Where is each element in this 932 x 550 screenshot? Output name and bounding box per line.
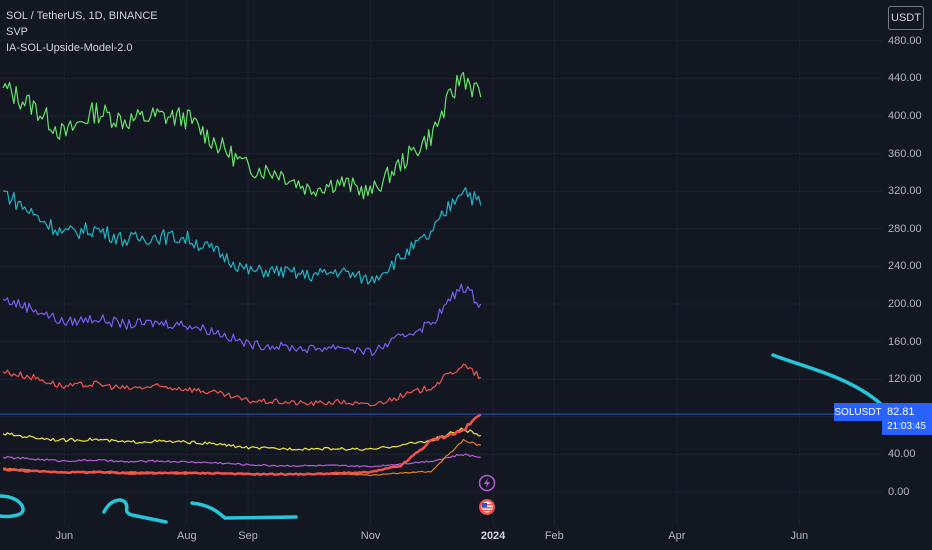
series-line-price: [2, 413, 482, 476]
y-tick-label: 360.00: [888, 147, 922, 160]
last-price-value: 82.81: [887, 406, 915, 418]
drawing-annotations: [0, 353, 884, 524]
y-tick-label: 480.00: [888, 34, 922, 47]
series-line-cyan: [3, 187, 482, 285]
chart-grid: [0, 0, 882, 525]
series-line-red: [2, 363, 482, 407]
x-tick-label: Sep: [238, 530, 258, 542]
series-line-yellow: [2, 427, 481, 451]
us-flag-icon: [479, 499, 495, 515]
y-tick-label: 200.00: [888, 298, 922, 310]
annotation-stroke-1: [0, 494, 25, 519]
symbol-label: SOLUSDT: [834, 403, 882, 421]
y-tick-label: 440.00: [888, 72, 922, 85]
y-tick-label: 160.00: [888, 335, 922, 348]
y-tick-label: 400.00: [888, 110, 922, 122]
x-tick-label: Nov: [360, 530, 381, 542]
y-tick-label: 320.00: [888, 185, 922, 198]
y-tick-label: 280.00: [888, 222, 922, 235]
series-line-purple: [2, 283, 482, 357]
chart-title: SOL / TetherUS, 1D, BINANCE: [6, 10, 158, 22]
x-tick-label: Jun: [55, 530, 74, 542]
chart-series: [2, 71, 482, 477]
indicator-model-label[interactable]: IA-SOL-Upside-Model-2.0: [6, 42, 133, 54]
annotation-stroke-2: [102, 498, 168, 524]
y-tick-label: 120.00: [888, 373, 922, 386]
annotation-stroke-3: [190, 501, 298, 520]
x-tick-label: Apr: [668, 530, 686, 542]
x-tick-label: 2024: [480, 530, 506, 542]
x-tick-label: Aug: [177, 530, 197, 542]
bar-countdown: 21:03:45: [887, 421, 926, 432]
x-tick-label: Feb: [544, 530, 564, 542]
currency-button[interactable]: USDT: [888, 6, 924, 30]
x-tick-label: Jun: [790, 530, 809, 542]
series-line-green: [2, 71, 482, 200]
indicator-svp-label[interactable]: SVP: [6, 26, 29, 38]
annotation-stroke-4: [771, 353, 884, 407]
y-tick-label: 0.00: [888, 486, 910, 498]
last-price-label: 82.81 21:03:45: [882, 403, 932, 435]
lightning-icon: [478, 474, 496, 492]
y-tick-label: 240.00: [888, 260, 922, 273]
y-tick-label: 40.00: [888, 448, 916, 461]
